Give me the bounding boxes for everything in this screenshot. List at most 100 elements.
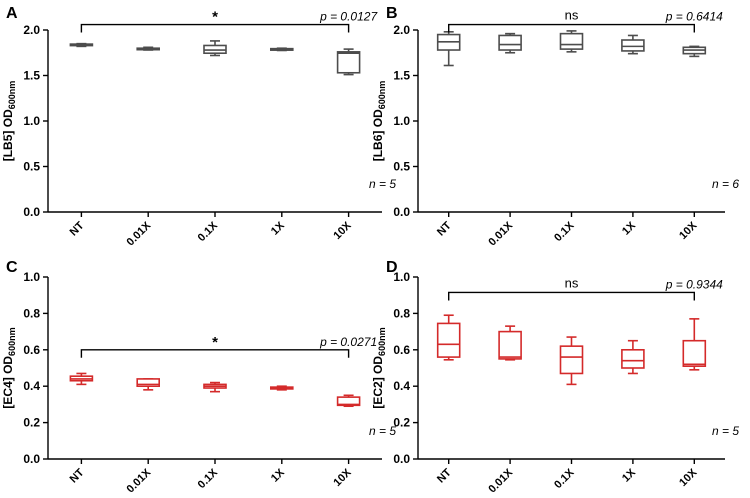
x-tick-label: 10X <box>331 466 354 489</box>
y-tick-label: 2.0 <box>393 23 410 37</box>
box-10x <box>336 394 361 408</box>
box-01x <box>203 381 227 393</box>
x-tick-label: NT <box>68 219 87 238</box>
significance-bracket <box>448 291 695 301</box>
y-axis-title-main: [EC4] OD <box>1 356 15 409</box>
y-tick-label: 0.0 <box>23 205 40 219</box>
y-tick-label: 0.0 <box>393 452 410 466</box>
box-01x <box>559 336 584 386</box>
y-tick-label: 0.4 <box>393 379 410 393</box>
panel-b: B 0.0 0.5 1.0 1.5 2.0 [LB6] OD600nm NT 0.01X 0.1X… <box>371 5 739 248</box>
iqr-box <box>559 32 584 50</box>
y-tick-label: 0.0 <box>23 452 40 466</box>
p-value-label: p = 0.0127 <box>319 10 378 24</box>
y-axis-title-subscript: 600nm <box>377 81 387 110</box>
x-tick-label: 10X <box>331 219 354 242</box>
x-tick-label: 0.1X <box>552 466 577 491</box>
box-001x <box>136 378 160 391</box>
y-tick-label: 0.2 <box>23 416 40 430</box>
y-axis-title: [LB6] OD600nm <box>371 81 387 162</box>
p-value-label: p = 0.6414 <box>665 10 723 24</box>
x-tick-label: 10X <box>677 466 700 489</box>
y-axis-title-main: [EC2] OD <box>371 356 385 409</box>
p-value-label: p = 0.0271 <box>319 335 377 349</box>
box-nt <box>69 372 94 386</box>
box-10x <box>682 45 707 58</box>
x-tick-label: 0.01X <box>125 219 154 248</box>
sample-size-label: n = 5 <box>369 424 396 438</box>
iqr-box <box>336 51 361 74</box>
y-tick-label: 0.5 <box>23 160 40 174</box>
x-tick-label: 1X <box>620 466 638 484</box>
x-tick-label: 10X <box>677 219 700 242</box>
iqr-box <box>436 322 461 358</box>
box-001x <box>498 325 522 361</box>
y-tick-label: 1.0 <box>393 270 410 284</box>
y-tick-label: 0.6 <box>393 343 410 357</box>
box-1x <box>269 385 294 391</box>
iqr-box <box>498 330 522 360</box>
y-axis-title-subscript: 600nm <box>7 327 17 356</box>
x-tick-label: 1X <box>269 219 287 237</box>
y-axis-title: [EC4] OD600nm <box>1 327 17 408</box>
y-tick-label: 1.5 <box>23 69 40 83</box>
y-tick-label: 0.4 <box>23 379 40 393</box>
iqr-box <box>336 396 361 407</box>
x-tick-label: 0.01X <box>125 466 154 495</box>
y-axis-title-main: [LB6] OD <box>371 109 385 161</box>
y-tick-label: 0.6 <box>23 343 40 357</box>
box-1x <box>621 34 645 55</box>
y-tick-label: 0.0 <box>393 205 410 219</box>
box-01x <box>559 30 584 53</box>
panel-letter: D <box>386 259 398 276</box>
sample-size-label: n = 5 <box>369 177 396 191</box>
y-axis-title-subscript: 600nm <box>7 81 17 110</box>
box-10x <box>682 318 707 371</box>
y-axis-title-main: [LB5] OD <box>1 109 15 161</box>
significance-label: * <box>212 9 218 26</box>
box-1x <box>621 339 645 375</box>
y-axis-title: [EC2] OD600nm <box>371 327 387 408</box>
x-tick-label: 0.01X <box>486 219 515 248</box>
sample-size-label: n = 5 <box>712 424 739 438</box>
x-tick-label: NT <box>68 466 87 485</box>
y-axis-title-subscript: 600nm <box>377 327 387 356</box>
box-1x <box>269 47 294 52</box>
box-001x <box>136 46 160 51</box>
box-001x <box>498 32 522 54</box>
x-tick-label: NT <box>435 219 454 238</box>
significance-bracket <box>80 349 350 358</box>
panel-letter: A <box>6 5 18 22</box>
x-tick-label: 0.1X <box>196 219 221 244</box>
x-tick-label: 0.01X <box>486 466 515 495</box>
y-tick-label: 2.0 <box>23 23 40 37</box>
significance-bracket <box>448 23 695 33</box>
box-01x <box>203 40 227 57</box>
iqr-box <box>621 348 645 369</box>
box-nt <box>436 31 461 67</box>
box-nt <box>69 42 94 48</box>
y-tick-label: 1.0 <box>23 114 40 128</box>
y-tick-label: 0.8 <box>23 306 40 320</box>
iqr-box <box>682 339 707 367</box>
y-tick-label: 1.0 <box>23 270 40 284</box>
y-tick-label: 0.5 <box>393 160 410 174</box>
y-axis-title: [LB5] OD600nm <box>1 81 17 162</box>
x-tick-label: 1X <box>269 466 287 484</box>
box-nt <box>436 314 461 361</box>
x-tick-label: 0.1X <box>196 466 221 491</box>
y-tick-label: 0.8 <box>393 306 410 320</box>
box-10x <box>336 48 361 76</box>
panel-letter: C <box>6 259 18 276</box>
significance-label: * <box>212 334 218 351</box>
x-tick-label: 0.1X <box>552 219 577 244</box>
panel-letter: B <box>386 5 398 22</box>
iqr-box <box>559 345 584 375</box>
iqr-box <box>498 34 522 51</box>
significance-label: ns <box>565 275 579 290</box>
panel-d: D 0.0 0.2 0.4 0.6 0.8 1.0 [EC2] OD600nm NT 0.01X 0… <box>371 259 739 495</box>
x-tick-label: 1X <box>620 219 638 237</box>
